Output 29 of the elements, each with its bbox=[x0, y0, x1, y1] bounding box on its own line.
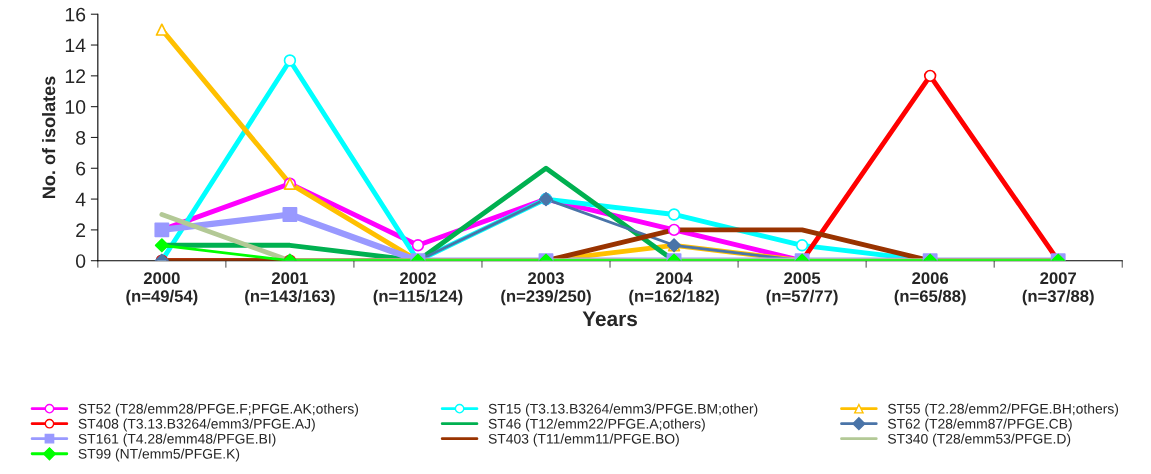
legend-label: ST403 (T11/emm11/PFGE.BO) bbox=[488, 433, 679, 447]
legend-label: ST340 (T28/emm53/PFGE.D) bbox=[887, 433, 1071, 447]
y-tick-label: 12 bbox=[65, 69, 86, 83]
x-tick-label: 2003 (n=239/250) bbox=[501, 272, 591, 306]
x-axis-title: Years bbox=[582, 311, 637, 327]
legend-label: ST46 (T12/emm22/PFGE.A;others) bbox=[488, 418, 705, 432]
x-tick-label: 2004 (n=162/182) bbox=[629, 272, 719, 306]
legend-label: ST161 (T4.28/emm48/PFGE.BI) bbox=[78, 433, 276, 447]
y-tick-label: 8 bbox=[76, 130, 86, 145]
legend-label: ST99 (NT/emm5/PFGE.K) bbox=[78, 448, 240, 462]
y-tick-label: 14 bbox=[65, 38, 86, 53]
y-tick-label: 6 bbox=[76, 161, 86, 176]
legend-label: ST52 (T28/emm28/PFGE.F;PFGE.AK;others) bbox=[78, 403, 359, 417]
legend-label: ST15 (T3.13.B3264/emm3/PFGE.BM;other) bbox=[488, 403, 758, 417]
y-tick-label: 16 bbox=[65, 7, 86, 22]
y-axis-title: No. of isolates bbox=[42, 76, 56, 198]
x-tick-label: 2007 (n=37/88) bbox=[1022, 272, 1094, 306]
y-tick-label: 4 bbox=[75, 192, 86, 207]
x-tick-label: 2006 (n=65/88) bbox=[894, 272, 966, 306]
x-tick-label: 2005 (n=57/77) bbox=[766, 272, 838, 306]
y-tick-label: 10 bbox=[65, 100, 86, 114]
legend-label: ST408 (T3.13.B3264/emm3/PFGE.AJ) bbox=[78, 418, 315, 432]
legend-label: ST55 (T2.28/emm2/PFGE.BH;others) bbox=[887, 403, 1119, 417]
y-tick-label: 0 bbox=[75, 254, 86, 268]
x-tick-label: 2002 (n=115/124) bbox=[373, 272, 463, 306]
x-tick-label: 2000 (n=49/54) bbox=[126, 272, 198, 306]
legend-label: ST62 (T28/emm87/PFGE.CB) bbox=[887, 418, 1072, 432]
x-tick-label: 2001 (n=143/163) bbox=[245, 272, 335, 306]
y-tick-label: 2 bbox=[76, 223, 86, 237]
